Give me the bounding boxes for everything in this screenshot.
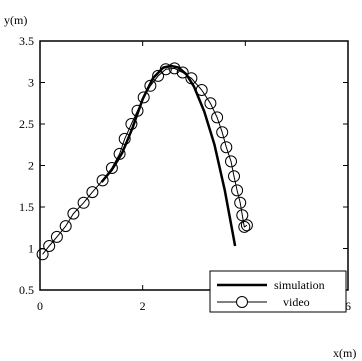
series-video-point bbox=[77, 196, 90, 209]
y-tick-label: 1.5 bbox=[19, 200, 34, 214]
series-video-point bbox=[50, 230, 63, 243]
series-video-point bbox=[125, 118, 138, 130]
series-video-point bbox=[159, 63, 172, 76]
y-tick-label: 1 bbox=[28, 242, 34, 256]
x-axis-label: x(m) bbox=[333, 346, 356, 360]
legend-video-marker bbox=[236, 296, 248, 308]
series-video-point bbox=[43, 240, 56, 252]
series-video-point bbox=[220, 141, 233, 154]
legend-video-label: video bbox=[283, 295, 310, 309]
series-video-point bbox=[234, 196, 247, 209]
legend-simulation-label: simulation bbox=[274, 278, 325, 292]
series-video-point bbox=[86, 186, 99, 199]
y-tick-label: 2.5 bbox=[19, 117, 34, 131]
series-video-point bbox=[176, 66, 189, 79]
series-video-point bbox=[195, 84, 208, 96]
series-video-point bbox=[131, 104, 144, 117]
legend: simulation video bbox=[209, 270, 347, 313]
series-video-point bbox=[216, 126, 229, 139]
y-axis-label: y(m) bbox=[4, 13, 27, 27]
legend-box bbox=[209, 270, 347, 313]
series-video-point bbox=[137, 91, 150, 104]
series-video-point bbox=[36, 248, 49, 261]
series-video-point bbox=[228, 170, 240, 183]
data-series bbox=[36, 62, 253, 261]
y-tick-label: 2 bbox=[28, 159, 34, 173]
y-tick-label: 3.5 bbox=[19, 34, 34, 48]
series-video-point bbox=[105, 162, 118, 174]
series-video-point bbox=[59, 220, 72, 233]
series-video-point bbox=[168, 62, 181, 75]
series-video-point bbox=[118, 132, 131, 145]
x-tick-label: 0 bbox=[37, 299, 43, 313]
series-video-point bbox=[240, 219, 253, 232]
series-video-point bbox=[204, 97, 217, 110]
series-video-point bbox=[236, 209, 249, 222]
series-video-point bbox=[67, 207, 80, 220]
series-video-point bbox=[113, 147, 126, 160]
series-video-point bbox=[238, 220, 251, 233]
series-video-point bbox=[152, 69, 165, 82]
y-tick-label: 3 bbox=[28, 76, 34, 90]
series-video-point bbox=[144, 79, 157, 92]
series-video-point bbox=[211, 111, 224, 124]
y-tick-label: 0.5 bbox=[19, 283, 34, 297]
series-video-point bbox=[231, 184, 244, 197]
x-tick-label: 2 bbox=[140, 299, 146, 313]
series-video-point bbox=[185, 72, 198, 85]
axis-ticks: 0.511.522.533.50246 bbox=[19, 34, 351, 313]
x-tick-label: 6 bbox=[345, 299, 351, 313]
series-simulation-line bbox=[100, 64, 237, 247]
series-video-point bbox=[225, 155, 237, 168]
series-video-point bbox=[96, 174, 109, 187]
